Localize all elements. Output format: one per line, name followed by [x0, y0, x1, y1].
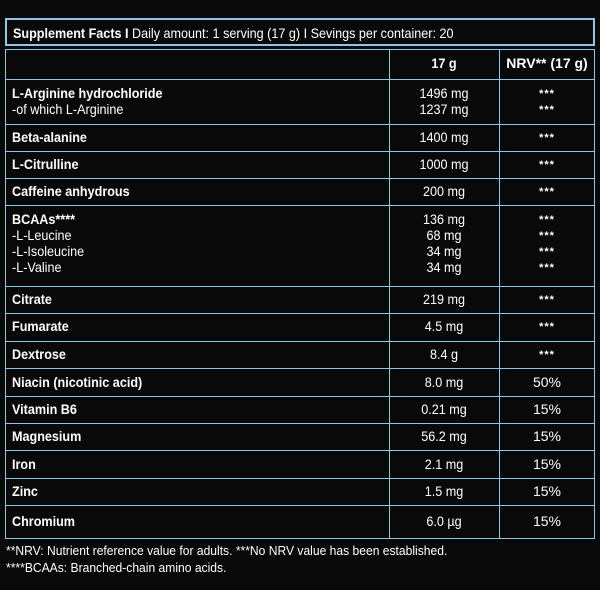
nutrient-amount: 68 mg	[426, 227, 462, 243]
title-box: Supplement Facts I Daily amount: 1 servi…	[5, 18, 595, 46]
nutrient-nrv: 15%	[532, 401, 562, 417]
row-divider	[6, 423, 594, 424]
nutrient-amount: 0.21 mg	[421, 401, 467, 417]
nutrient-amount: 8.0 mg	[424, 374, 464, 390]
nutrient-nrv: 15%	[532, 428, 562, 444]
nutrient-nrv: ***	[539, 349, 555, 361]
title-bold: Supplement Facts I	[13, 25, 129, 41]
nutrient-name: Niacin (nicotinic acid)	[12, 374, 143, 390]
nutrient-name: Magnesium	[12, 428, 82, 444]
nutrient-name: -L-Isoleucine	[12, 243, 85, 259]
header-amount: 17 g	[431, 55, 457, 71]
nutrient-amount: 4.5 mg	[424, 318, 464, 334]
nutrient-name: Dextrose	[12, 346, 66, 362]
footnote-bcaa: ****BCAAs: Branched-chain amino acids.	[6, 560, 227, 575]
nutrient-amount: 1237 mg	[419, 101, 469, 117]
nutrient-name: Vitamin B6	[12, 401, 77, 417]
nutrient-nrv: ***	[539, 159, 555, 171]
nutrient-amount: 2.1 mg	[424, 456, 464, 472]
nutrient-nrv: 15%	[532, 456, 562, 472]
row-divider	[6, 478, 594, 479]
nutrient-name: Iron	[12, 456, 36, 472]
title-rest: Daily amount: 1 serving (17 g) I Sevings…	[128, 25, 454, 41]
nutrient-name: Fumarate	[12, 318, 69, 334]
header-nrv: NRV** (17 g)	[506, 55, 588, 71]
nutrient-name: Citrate	[12, 291, 52, 307]
row-divider	[6, 124, 594, 125]
nutrient-name: BCAAs****	[12, 211, 76, 227]
row-divider	[6, 151, 594, 152]
nutrient-amount: 1400 mg	[419, 129, 469, 145]
footnote-nrv: **NRV: Nutrient reference value for adul…	[6, 543, 448, 558]
nutrient-amount: 136 mg	[422, 211, 466, 227]
bottom-strip	[0, 590, 600, 600]
row-divider	[6, 286, 594, 287]
nutrient-nrv: ***	[539, 186, 555, 198]
row-divider	[6, 178, 594, 179]
row-divider	[6, 313, 594, 314]
nutrient-amount: 6.0 µg	[426, 513, 462, 529]
row-divider	[6, 205, 594, 206]
nutrient-amount: 1000 mg	[419, 156, 469, 172]
nutrient-name: -of which L-Arginine	[12, 101, 124, 117]
nutrient-name: L-Citrulline	[12, 156, 79, 172]
row-divider	[6, 341, 594, 342]
nutrient-name: Chromium	[12, 513, 75, 529]
nutrient-name: Beta-alanine	[12, 129, 87, 145]
nutrient-nrv: ***	[539, 246, 555, 258]
nutrient-nrv: ***	[539, 88, 555, 100]
nutrient-name: Caffeine anhydrous	[12, 183, 130, 199]
nutrient-amount: 1.5 mg	[424, 483, 464, 499]
nutrient-amount: 56.2 mg	[421, 428, 467, 444]
nutrient-nrv: 15%	[532, 483, 562, 499]
nutrient-nrv: ***	[539, 214, 555, 226]
row-divider	[6, 505, 594, 506]
nutrient-nrv: ***	[539, 294, 555, 306]
nutrient-nrv: ***	[539, 262, 555, 274]
nutrient-nrv: ***	[539, 132, 555, 144]
nutrient-amount: 1496 mg	[419, 85, 469, 101]
nutrient-amount: 219 mg	[422, 291, 466, 307]
nutrient-nrv: ***	[539, 230, 555, 242]
row-divider	[6, 368, 594, 369]
column-divider	[499, 50, 500, 538]
nutrient-name: Zinc	[12, 483, 38, 499]
nutrient-amount: 34 mg	[426, 243, 462, 259]
nutrient-name: -L-Leucine	[12, 227, 72, 243]
nutrient-name: -L-Valine	[12, 259, 62, 275]
nutrient-nrv: ***	[539, 321, 555, 333]
nutrient-amount: 8.4 g	[429, 346, 459, 362]
title: Supplement Facts I Daily amount: 1 servi…	[13, 25, 453, 41]
nutrient-nrv: ***	[539, 104, 555, 116]
nutrient-amount: 200 mg	[422, 183, 466, 199]
nutrient-name: L-Arginine hydrochloride	[12, 85, 163, 101]
row-divider	[6, 450, 594, 451]
nutrient-amount: 34 mg	[426, 259, 462, 275]
row-divider	[6, 396, 594, 397]
row-divider	[6, 79, 594, 80]
column-divider	[389, 50, 390, 538]
nutrient-nrv: 15%	[532, 513, 562, 529]
nutrient-nrv: 50%	[532, 374, 562, 390]
nutrition-table: 17 g NRV** (17 g) L-Arginine hydrochlori…	[5, 49, 595, 539]
